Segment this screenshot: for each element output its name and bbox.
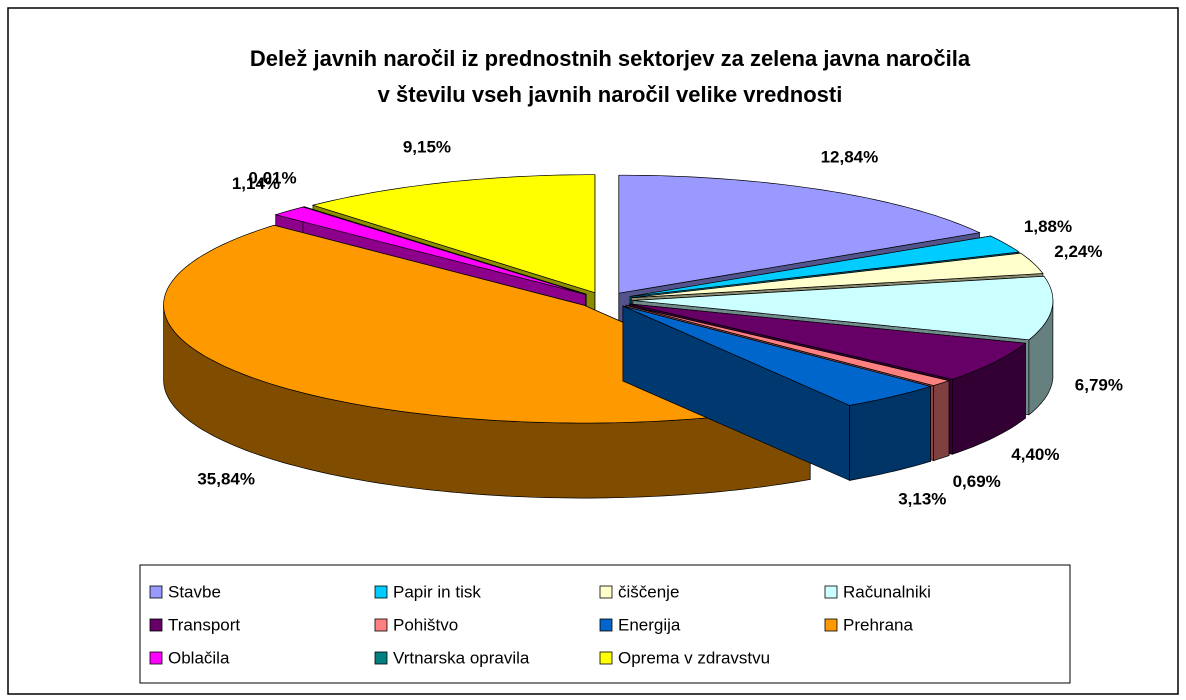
legend-swatch: [599, 651, 613, 665]
data-label: 9,15%: [403, 137, 451, 156]
legend-swatch: [599, 618, 613, 632]
legend-label: Stavbe: [168, 582, 221, 601]
legend-swatch: [149, 651, 163, 665]
legend-swatch: [149, 618, 163, 632]
legend-swatch: [824, 618, 838, 632]
legend-swatch: [374, 618, 388, 632]
legend-label: čiščenje: [618, 582, 679, 601]
slice: [622, 305, 932, 406]
legend-label: Vrtnarska opravila: [393, 648, 530, 667]
slice: [630, 235, 1020, 297]
slice: [631, 252, 1044, 299]
slice: [303, 206, 587, 295]
legend-label: Oblačila: [168, 648, 230, 667]
legend-label: Računalniki: [843, 582, 931, 601]
legend-swatch: [374, 651, 388, 665]
legend-label: Pohištvo: [393, 615, 458, 634]
legend-swatch: [374, 585, 388, 599]
legend-label: Energija: [618, 615, 681, 634]
legend-label: Papir in tisk: [393, 582, 481, 601]
data-label: 12,84%: [821, 148, 879, 167]
legend-swatch: [824, 585, 838, 599]
data-label: 0,01%: [248, 169, 296, 188]
slice: [618, 174, 981, 294]
slice: [625, 304, 951, 386]
slice: [274, 206, 586, 295]
data-label: 35,84%: [197, 469, 255, 488]
legend-swatch: [149, 585, 163, 599]
data-label: 6,79%: [1075, 375, 1123, 394]
data-label: 1,14%: [232, 174, 280, 193]
slice-wall: [933, 380, 950, 462]
legend-label: Oprema v zdravstvu: [618, 648, 770, 667]
chart-title: Delež javnih naročil iz prednostnih sekt…: [250, 46, 971, 71]
data-label: 2,24%: [1054, 242, 1102, 261]
slice: [629, 303, 1027, 380]
chart-title: v številu vseh javnih naročil velike vre…: [378, 82, 843, 107]
data-label: 4,40%: [1011, 445, 1059, 464]
slice: [632, 275, 1054, 341]
data-label: 0,69%: [953, 472, 1001, 491]
legend-label: Transport: [168, 615, 240, 634]
legend-swatch: [599, 585, 613, 599]
slice: [311, 174, 596, 294]
data-label: 3,13%: [898, 490, 946, 509]
legend-label: Prehrana: [843, 615, 913, 634]
data-label: 1,88%: [1024, 217, 1072, 236]
